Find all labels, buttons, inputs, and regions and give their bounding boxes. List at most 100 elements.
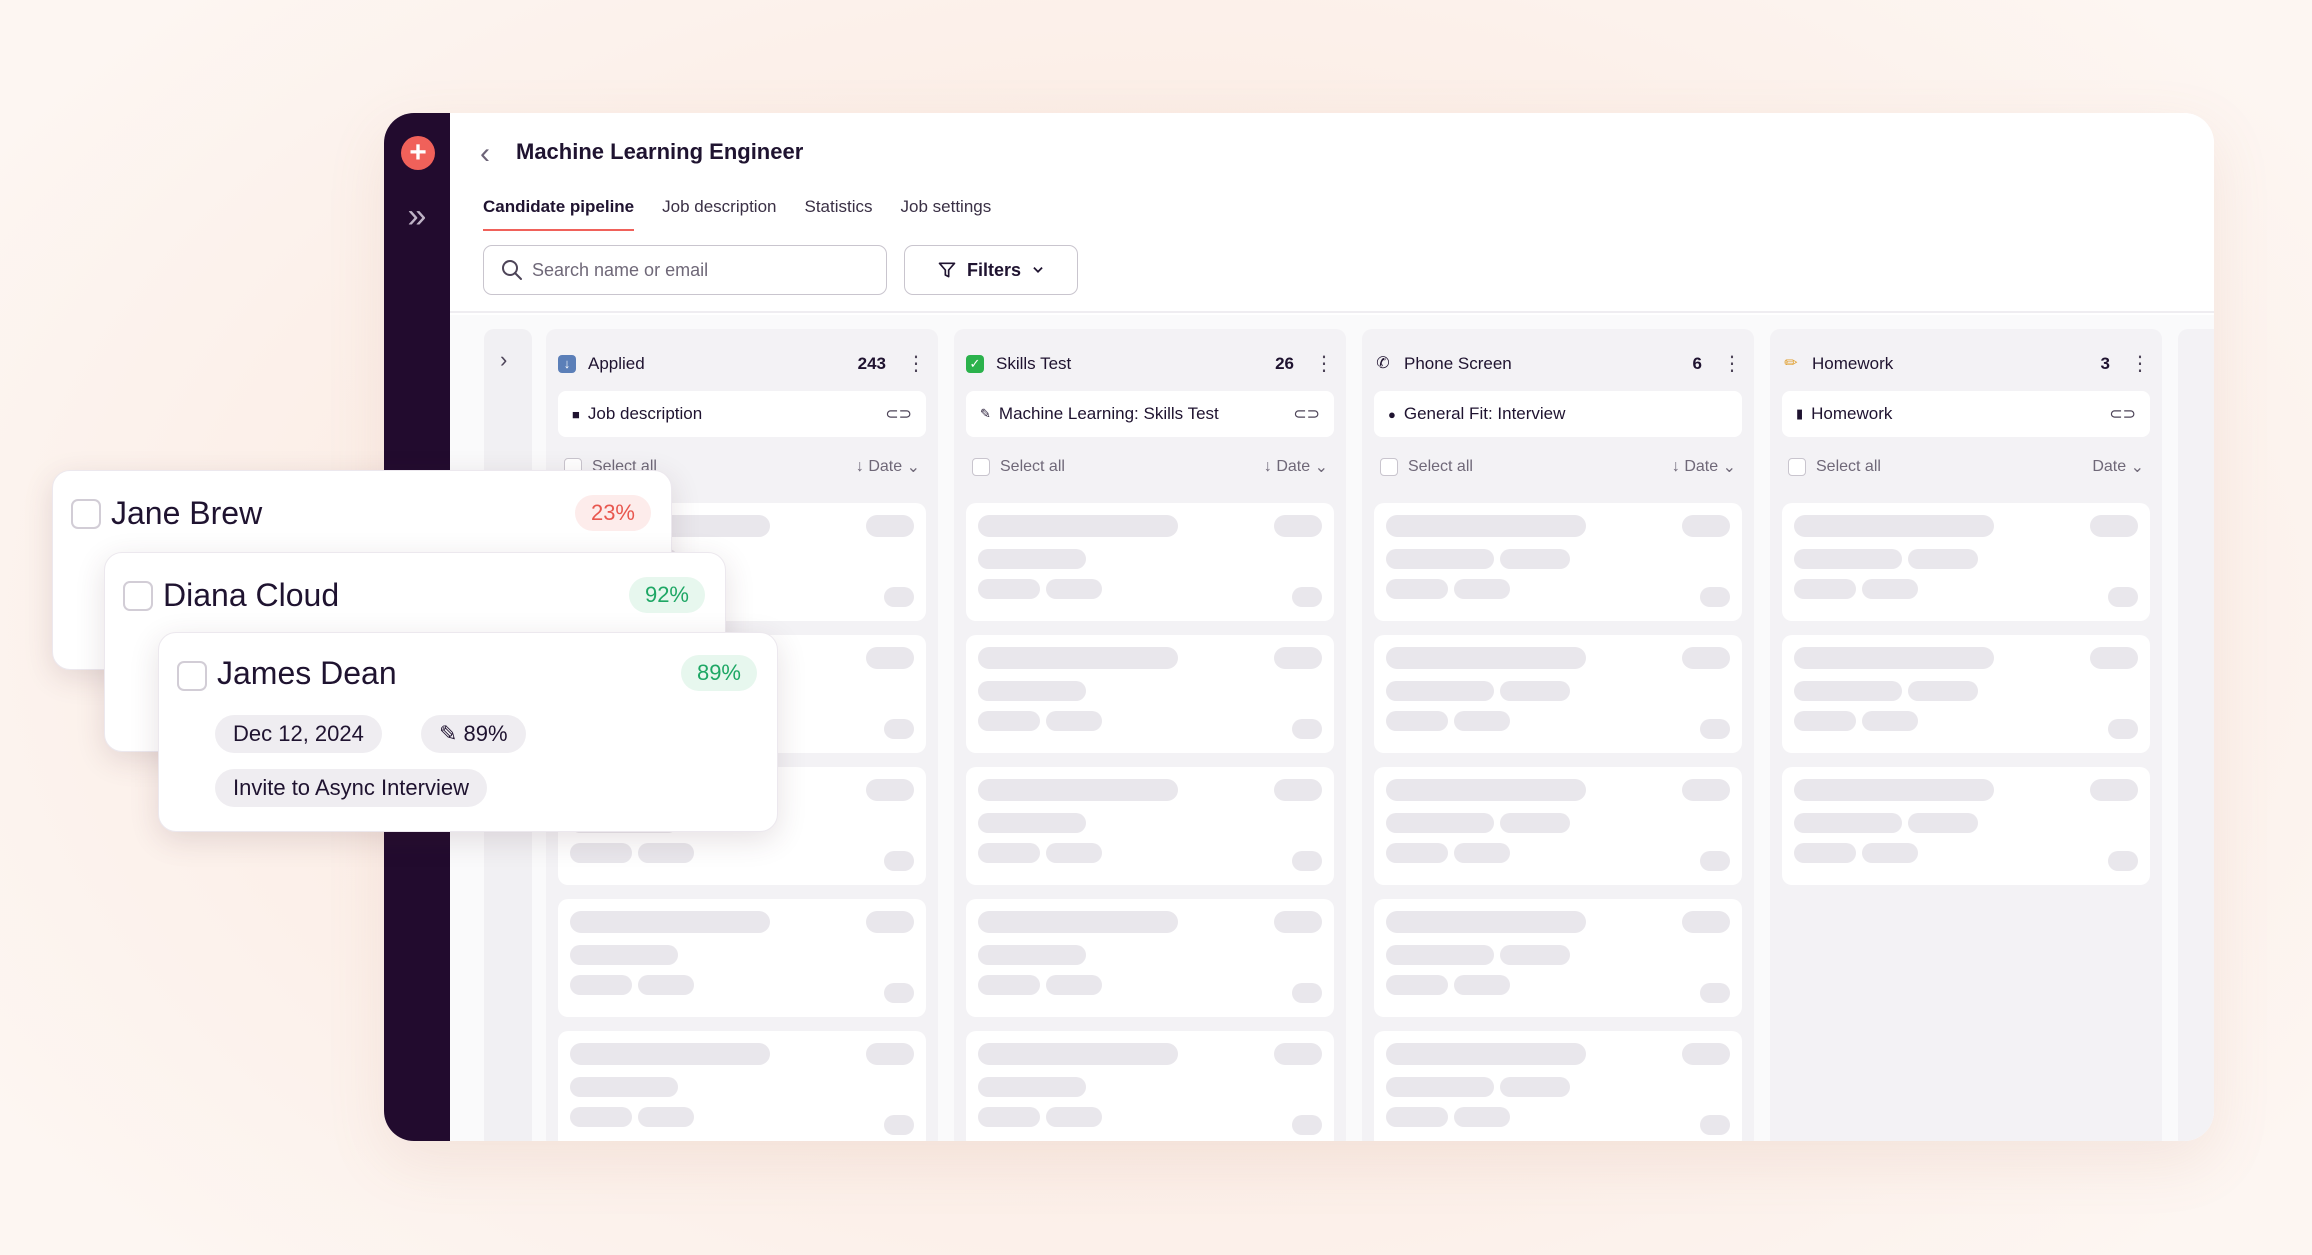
skeleton-bar <box>1386 515 1586 537</box>
skeleton-bar <box>1794 579 1856 599</box>
stage-task-label: General Fit: Interview <box>1403 404 1566 423</box>
candidate-card[interactable]: James Dean 89% Dec 12, 2024 ✎ 89% Invite… <box>158 632 778 832</box>
skeleton-bar <box>978 1077 1086 1097</box>
link-icon[interactable]: ⊂⊃ <box>2109 406 2136 423</box>
skeleton-bar <box>1274 911 1322 933</box>
skeleton-bar <box>1292 983 1322 1003</box>
stage-header: ✓ Skills Test 26 ⋮ <box>966 349 1334 379</box>
skeleton-bar <box>2090 647 2138 669</box>
skeleton-bar <box>884 719 914 739</box>
more-vertical-icon[interactable]: ⋮ <box>1314 353 1334 375</box>
skeleton-bar <box>1046 975 1102 995</box>
candidate-card-placeholder[interactable] <box>1782 503 2150 621</box>
candidate-card-placeholder[interactable] <box>558 899 926 1017</box>
back-icon[interactable]: ‹ <box>480 137 490 170</box>
skeleton-bar <box>570 975 632 995</box>
chat-icon: ● <box>1388 406 1396 422</box>
candidate-card-placeholder[interactable] <box>558 1031 926 1141</box>
skeleton-bar <box>1454 711 1510 731</box>
tab-candidate-pipeline[interactable]: Candidate pipeline <box>483 197 635 231</box>
stage-task[interactable]: ■ Job description ⊂⊃ <box>558 391 926 437</box>
skeleton-bar <box>1682 647 1730 669</box>
candidate-card-placeholder[interactable] <box>966 503 1334 621</box>
sort-date-button[interactable]: ↓ Date <box>855 458 903 475</box>
more-vertical-icon[interactable]: ⋮ <box>2130 353 2150 375</box>
stage-count: 6 <box>1692 354 1702 373</box>
candidate-card-placeholder[interactable] <box>1374 635 1742 753</box>
sort-date-button[interactable]: Date <box>2092 458 2127 475</box>
document-icon: ▮ <box>1796 406 1804 421</box>
expand-sidebar-icon[interactable]: » <box>407 197 427 235</box>
candidate-card-placeholder[interactable] <box>966 1031 1334 1141</box>
candidate-card-placeholder[interactable] <box>1374 767 1742 885</box>
stage-task[interactable]: ✎ Machine Learning: Skills Test ⊂⊃ <box>966 391 1334 437</box>
candidate-card-placeholder[interactable] <box>1782 635 2150 753</box>
skeleton-bar <box>1454 975 1510 995</box>
candidate-checkbox[interactable] <box>177 661 207 691</box>
skeleton-bar <box>978 779 1178 801</box>
search-box <box>483 245 887 295</box>
more-vertical-icon[interactable]: ⋮ <box>1722 353 1742 375</box>
skeleton-bar <box>1794 681 1902 701</box>
select-all-checkbox[interactable] <box>1788 458 1806 476</box>
tab-job-description[interactable]: Job description <box>662 197 777 216</box>
candidate-card-placeholder[interactable] <box>1374 899 1742 1017</box>
sort-date-button[interactable]: ↓ Date <box>1263 458 1311 475</box>
more-vertical-icon[interactable]: ⋮ <box>906 353 926 375</box>
candidate-card-placeholder[interactable] <box>966 899 1334 1017</box>
skeleton-bar <box>570 1077 678 1097</box>
candidate-card-placeholder[interactable] <box>1782 767 2150 885</box>
stage-toolbar: Select all ↓ Date ⌄ <box>972 455 1328 479</box>
skeleton-bar <box>1682 779 1730 801</box>
skeleton-bar <box>1274 647 1322 669</box>
select-all-checkbox[interactable] <box>1380 458 1398 476</box>
add-icon[interactable]: + <box>401 136 435 170</box>
inbox-icon: ↓ <box>558 355 576 373</box>
invite-async-interview-button[interactable]: Invite to Async Interview <box>215 769 487 807</box>
skeleton-bar <box>1386 647 1586 669</box>
candidate-card-placeholder[interactable] <box>1374 1031 1742 1141</box>
candidate-card-placeholder[interactable] <box>1374 503 1742 621</box>
skeleton-bar <box>2090 779 2138 801</box>
phone-icon: ✆ <box>1376 355 1390 372</box>
candidate-checkbox[interactable] <box>71 499 101 529</box>
skeleton-bar <box>1292 587 1322 607</box>
skeleton-bar <box>866 911 914 933</box>
skeleton-bar <box>884 851 914 871</box>
select-all-checkbox[interactable] <box>972 458 990 476</box>
skeleton-bar <box>978 647 1178 669</box>
link-icon[interactable]: ⊂⊃ <box>1293 406 1320 423</box>
search-input[interactable] <box>532 259 872 281</box>
skeleton-bar <box>978 549 1086 569</box>
tab-job-settings[interactable]: Job settings <box>900 197 992 216</box>
candidate-card-placeholder[interactable] <box>966 767 1334 885</box>
stage-count: 3 <box>2100 354 2110 373</box>
stage-task[interactable]: ● General Fit: Interview <box>1374 391 1742 437</box>
stage-name: Skills Test <box>996 354 1072 373</box>
stage-name: Applied <box>588 354 645 373</box>
skeleton-bar <box>1682 1043 1730 1065</box>
skeleton-bar <box>1386 975 1448 995</box>
stage-task[interactable]: ▮ Homework ⊂⊃ <box>1782 391 2150 437</box>
candidate-card-placeholder[interactable] <box>966 635 1334 753</box>
skeleton-bar <box>1794 711 1856 731</box>
stage-count: 26 <box>1275 354 1294 373</box>
sort-date-button[interactable]: ↓ Date <box>1671 458 1719 475</box>
chevron-down-icon: ⌄ <box>1718 459 1736 476</box>
skeleton-bar <box>1454 1107 1510 1127</box>
skeleton-bar <box>866 1043 914 1065</box>
skeleton-bar <box>1274 515 1322 537</box>
stage-task-label: Job description <box>587 404 703 423</box>
skeleton-bar <box>1500 813 1570 833</box>
stage-name: Homework <box>1812 354 1894 373</box>
skeleton-bar <box>638 843 694 863</box>
filters-label: Filters <box>966 259 1022 280</box>
candidate-checkbox[interactable] <box>123 581 153 611</box>
filters-button[interactable]: Filters <box>904 245 1078 295</box>
link-icon[interactable]: ⊂⊃ <box>885 406 912 423</box>
filter-icon <box>938 262 956 278</box>
skeleton-bar <box>1700 587 1730 607</box>
select-all-label: Select all <box>1000 458 1065 475</box>
skeleton-bar <box>1292 851 1322 871</box>
tab-statistics[interactable]: Statistics <box>804 197 873 216</box>
